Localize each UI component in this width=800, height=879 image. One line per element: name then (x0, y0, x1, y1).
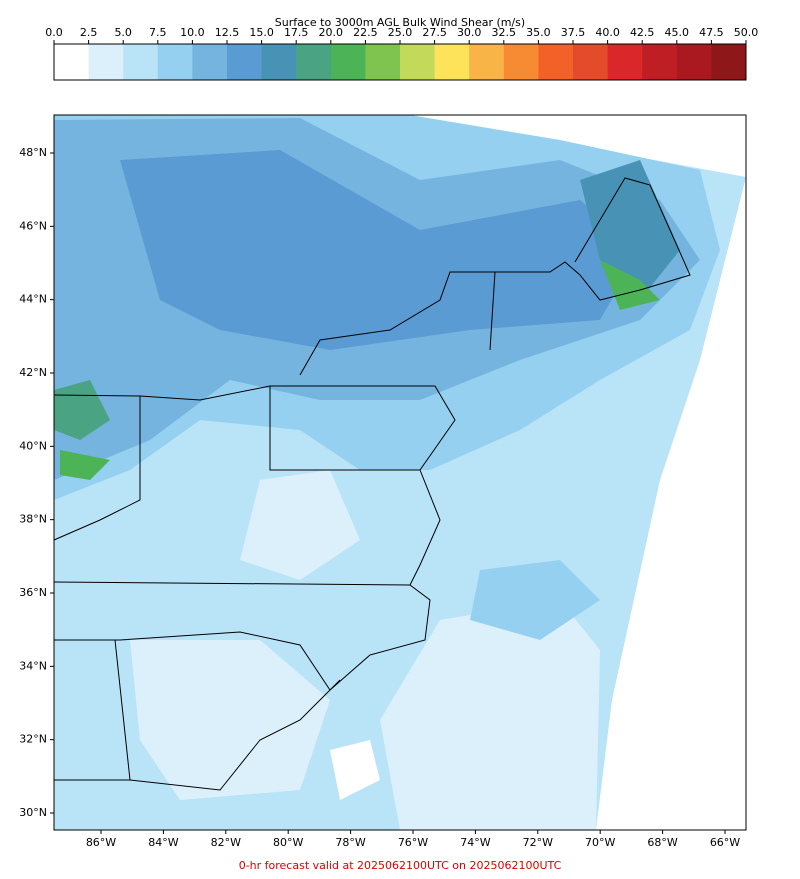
lon-tick-label: 72°W (523, 836, 553, 849)
lon-tick-label: 74°W (460, 836, 490, 849)
lat-tick-label: 32°N (19, 733, 47, 746)
colorbar-bin (88, 44, 124, 80)
colorbar-bin (434, 44, 470, 80)
colorbar-tick-label: 7.5 (149, 26, 167, 39)
colorbar-tick-label: 27.5 (422, 26, 447, 39)
colorbar-tick-label: 30.0 (457, 26, 482, 39)
colorbar-tick-label: 2.5 (80, 26, 98, 39)
colorbar-bin (469, 44, 505, 80)
lat-tick-label: 36°N (19, 586, 47, 599)
lon-tick-label: 70°W (585, 836, 615, 849)
forecast-footer: 0-hr forecast valid at 2025062100UTC on … (239, 859, 562, 872)
lon-tick-label: 82°W (211, 836, 241, 849)
lat-tick-label: 46°N (19, 219, 47, 232)
colorbar-tick-label: 50.0 (734, 26, 759, 39)
lat-tick-label: 42°N (19, 366, 47, 379)
colorbar-tick-label: 25.0 (388, 26, 413, 39)
lon-tick-label: 66°W (710, 836, 740, 849)
lon-tick-label: 76°W (398, 836, 428, 849)
colorbar-tick-label: 5.0 (114, 26, 132, 39)
lon-tick-label: 86°W (86, 836, 116, 849)
colorbar-bin (330, 44, 366, 80)
colorbar-bin (573, 44, 609, 80)
lat-tick-label: 38°N (19, 513, 47, 526)
colorbar-bin (296, 44, 332, 80)
map-field (54, 115, 746, 830)
colorbar-bin (538, 44, 574, 80)
lat-tick-label: 44°N (19, 293, 47, 306)
colorbar-tick-label: 0.0 (45, 26, 63, 39)
colorbar-bin (227, 44, 263, 80)
lon-tick-label: 68°W (647, 836, 677, 849)
lat-tick-label: 40°N (19, 439, 47, 452)
colorbar-bin (607, 44, 643, 80)
colorbar-tick-label: 10.0 (180, 26, 205, 39)
lon-tick-label: 80°W (273, 836, 303, 849)
map-frame (53, 114, 747, 831)
colorbar-bin (261, 44, 297, 80)
colorbar-bin (157, 44, 193, 80)
colorbar-tick-label: 12.5 (215, 26, 240, 39)
colorbar-bin (711, 44, 747, 80)
lon-tick-label: 84°W (148, 836, 178, 849)
lat-tick-label: 34°N (19, 659, 47, 672)
colorbar-tick-label: 35.0 (526, 26, 551, 39)
colorbar-tick-label: 40.0 (595, 26, 620, 39)
colorbar-bin (54, 44, 90, 80)
colorbar-tick-label: 32.5 (492, 26, 517, 39)
colorbar-bin (192, 44, 228, 80)
colorbar-tick-label: 42.5 (630, 26, 655, 39)
colorbar-title: Surface to 3000m AGL Bulk Wind Shear (m/… (275, 16, 525, 29)
colorbar-tick-label: 22.5 (353, 26, 378, 39)
colorbar-bin (676, 44, 712, 80)
colorbar-bin (642, 44, 678, 80)
colorbar-tick-label: 47.5 (699, 26, 724, 39)
colorbar-bin (503, 44, 539, 80)
colorbar-bin (400, 44, 436, 80)
colorbar-tick-label: 15.0 (249, 26, 274, 39)
lon-tick-label: 78°W (335, 836, 365, 849)
colorbar-bin (123, 44, 159, 80)
colorbar-tick-label: 20.0 (319, 26, 344, 39)
colorbar-bin (365, 44, 401, 80)
colorbar-tick-label: 17.5 (284, 26, 309, 39)
colorbar-tick-label: 37.5 (561, 26, 586, 39)
boundaries (53, 177, 691, 791)
lat-tick-label: 48°N (19, 146, 47, 159)
colorbar-tick-label: 45.0 (665, 26, 690, 39)
lat-tick-label: 30°N (19, 806, 47, 819)
